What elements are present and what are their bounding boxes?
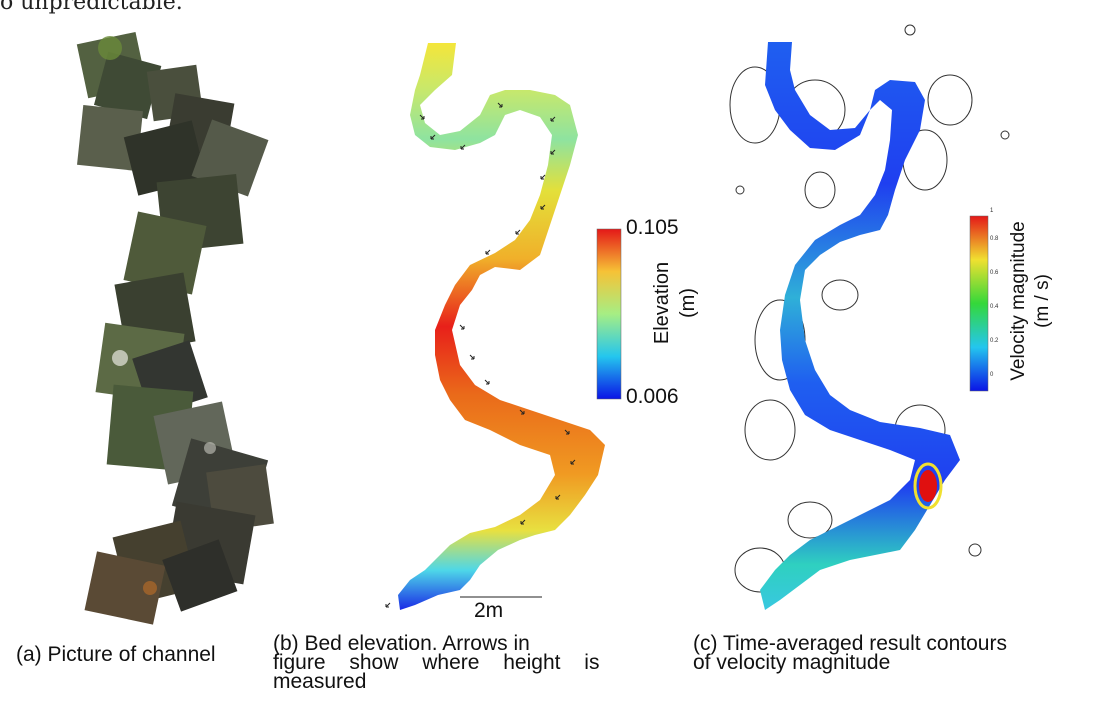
colorbar-min-label: 0.006 (626, 385, 679, 408)
caption-c-line2: of velocity magnitude (693, 651, 891, 674)
colorbar-unit: (m) (677, 288, 699, 318)
colorbar-max-label: 0.105 (626, 216, 679, 239)
caption-b: (b) Bed elevation. Arrows in figure show… (273, 632, 667, 693)
photo-mosaic (76, 31, 274, 625)
velocity-tick-1: 0.2 (990, 338, 999, 344)
velocity-colorbar (969, 215, 989, 392)
channel-shape (398, 43, 605, 610)
caption-c: (c) Time-averaged result contours of vel… (693, 632, 1103, 674)
caption-b-line2: figure show where height is (273, 651, 600, 674)
measurement-arrows (385, 102, 576, 608)
velocity-ticks: 0 0.2 0.4 0.6 0.8 1 (990, 206, 1002, 381)
stone-outlines (729, 24, 1010, 593)
velocity-tick-3: 0.6 (990, 270, 999, 276)
velocity-tick-0: 0 (990, 372, 994, 378)
colorbar-title: Elevation (651, 261, 673, 345)
top-text-fragment: o unpredictable. (0, 0, 183, 15)
velocity-hotspot (919, 470, 937, 502)
caption-b-line1: (b) Bed elevation. Arrows in (273, 632, 530, 655)
velocity-tick-5: 1 (990, 208, 994, 214)
velocity-colorbar-title: Velocity magnitude (1008, 221, 1029, 381)
elevation-colorbar (596, 228, 622, 400)
caption-b-line3: measured (273, 670, 367, 693)
velocity-colorbar-unit: (m / s) (1032, 274, 1053, 328)
velocity-channel (760, 42, 960, 610)
velocity-tick-4: 0.8 (990, 236, 999, 242)
caption-c-line1: (c) Time-averaged result contours (693, 632, 1007, 655)
caption-a: (a) Picture of channel (16, 643, 216, 666)
velocity-tick-2: 0.4 (990, 304, 999, 310)
bed-elevation-map (385, 43, 622, 610)
velocity-map (729, 24, 1010, 610)
channel-photo (76, 31, 274, 625)
scale-bar-label: 2m (474, 599, 504, 622)
